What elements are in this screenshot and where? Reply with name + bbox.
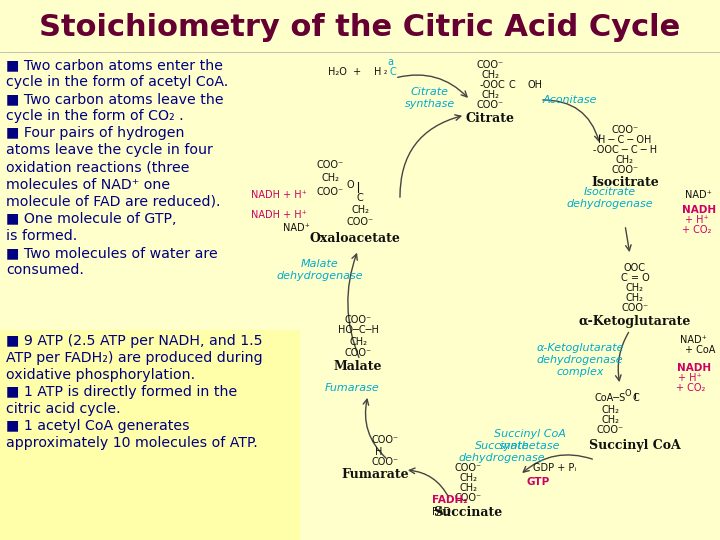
- Text: CH₂: CH₂: [626, 293, 644, 303]
- Text: CH₂: CH₂: [459, 483, 477, 493]
- Text: FADH₂: FADH₂: [432, 495, 468, 505]
- Text: CH₂: CH₂: [481, 90, 499, 100]
- Text: COO⁻: COO⁻: [454, 493, 482, 503]
- Text: + CO₂: + CO₂: [682, 225, 711, 235]
- Text: Malate: Malate: [334, 360, 382, 373]
- Text: CH₂: CH₂: [351, 205, 369, 215]
- Text: H₂O  +: H₂O +: [328, 67, 361, 77]
- Text: GTP: GTP: [526, 477, 549, 487]
- Text: CH₂: CH₂: [321, 173, 339, 183]
- Text: CH₂: CH₂: [626, 283, 644, 293]
- Text: Isocitrate
dehydrogenase: Isocitrate dehydrogenase: [567, 187, 653, 209]
- Text: ■ 9 ATP (2.5 ATP per NADH, and 1.5
ATP per FADH₂) are produced during
oxidative : ■ 9 ATP (2.5 ATP per NADH, and 1.5 ATP p…: [6, 334, 263, 450]
- Text: COO⁻: COO⁻: [611, 125, 639, 135]
- Text: Succinate: Succinate: [433, 507, 503, 519]
- Bar: [0, 330, 300, 540]
- Text: Stoichiometry of the Citric Acid Cycle: Stoichiometry of the Citric Acid Cycle: [40, 14, 680, 43]
- Text: COO⁻: COO⁻: [596, 425, 624, 435]
- Text: NAD⁺: NAD⁺: [680, 335, 707, 345]
- Text: α-Ketoglutarate
dehydrogenase
complex: α-Ketoglutarate dehydrogenase complex: [536, 343, 624, 376]
- Text: H ─ C ─ OH: H ─ C ─ OH: [598, 135, 652, 145]
- Text: Fumarate: Fumarate: [341, 469, 409, 482]
- Text: CH₂: CH₂: [601, 405, 619, 415]
- Text: COO⁻: COO⁻: [346, 217, 374, 227]
- Text: Oxaloacetate: Oxaloacetate: [310, 232, 400, 245]
- Text: COO⁻: COO⁻: [611, 165, 639, 175]
- Text: NAD⁺: NAD⁺: [283, 223, 310, 233]
- Text: Isocitrate: Isocitrate: [591, 177, 659, 190]
- Text: Fumarase: Fumarase: [325, 383, 379, 393]
- Text: HO─C─H: HO─C─H: [338, 325, 379, 335]
- Text: CH₂: CH₂: [616, 155, 634, 165]
- Text: Succinate
dehydrogenase: Succinate dehydrogenase: [459, 441, 545, 463]
- Text: C: C: [356, 193, 364, 203]
- Text: O: O: [346, 180, 354, 190]
- Text: COO⁻: COO⁻: [621, 303, 649, 313]
- Text: COO⁻: COO⁻: [454, 463, 482, 473]
- Text: COO⁻: COO⁻: [316, 187, 343, 197]
- Text: ₂: ₂: [383, 68, 387, 77]
- Text: H: H: [375, 447, 382, 457]
- Text: C: C: [633, 393, 639, 403]
- Text: + CoA: + CoA: [685, 345, 716, 355]
- Text: NAD⁺: NAD⁺: [685, 190, 712, 200]
- Text: Succinyl CoA
synthetase: Succinyl CoA synthetase: [494, 429, 566, 451]
- Text: -OOC ─ C ─ H: -OOC ─ C ─ H: [593, 145, 657, 155]
- Text: NADH: NADH: [682, 205, 716, 215]
- Text: O: O: [625, 388, 631, 397]
- Text: -OOC: -OOC: [480, 80, 505, 90]
- Text: Citrate: Citrate: [466, 111, 515, 125]
- Text: α-Ketoglutarate: α-Ketoglutarate: [579, 315, 691, 328]
- Text: COO⁻: COO⁻: [344, 315, 372, 325]
- Text: COO⁻: COO⁻: [372, 457, 399, 467]
- Text: C: C: [508, 80, 516, 90]
- Text: COO⁻: COO⁻: [372, 435, 399, 445]
- Text: NADH: NADH: [677, 363, 711, 373]
- Text: C: C: [390, 67, 397, 77]
- Text: H: H: [374, 67, 382, 77]
- Text: Succinyl CoA: Succinyl CoA: [589, 438, 681, 451]
- Text: OH: OH: [528, 80, 543, 90]
- Text: Aconitase: Aconitase: [543, 95, 598, 105]
- Text: GDP + Pᵢ: GDP + Pᵢ: [534, 463, 577, 473]
- Text: CoA─S: CoA─S: [595, 393, 626, 403]
- Text: FAD: FAD: [432, 507, 451, 517]
- Text: a: a: [387, 57, 393, 67]
- Text: OOC: OOC: [624, 263, 646, 273]
- Text: COO⁻: COO⁻: [477, 60, 503, 70]
- Text: CH₂: CH₂: [349, 337, 367, 347]
- Text: + H⁺: + H⁺: [685, 215, 708, 225]
- Text: ■ Two carbon atoms enter the
cycle in the form of acetyl CoA.
■ Two carbon atoms: ■ Two carbon atoms enter the cycle in th…: [6, 58, 228, 277]
- Text: + H⁺: + H⁺: [678, 373, 702, 383]
- Text: NADH + H⁺: NADH + H⁺: [251, 210, 307, 220]
- Text: COO⁻: COO⁻: [316, 160, 343, 170]
- Text: C = O: C = O: [621, 273, 649, 283]
- Text: Malate
dehydrogenase: Malate dehydrogenase: [276, 259, 364, 281]
- Text: CH₂: CH₂: [601, 415, 619, 425]
- Text: CH₂: CH₂: [481, 70, 499, 80]
- Text: CH₂: CH₂: [459, 473, 477, 483]
- Text: NADH + H⁺: NADH + H⁺: [251, 190, 307, 200]
- Text: Citrate
synthase: Citrate synthase: [405, 87, 455, 109]
- Text: COO⁻: COO⁻: [477, 100, 503, 110]
- Text: + CO₂: + CO₂: [676, 383, 706, 393]
- Text: COO⁻: COO⁻: [344, 348, 372, 358]
